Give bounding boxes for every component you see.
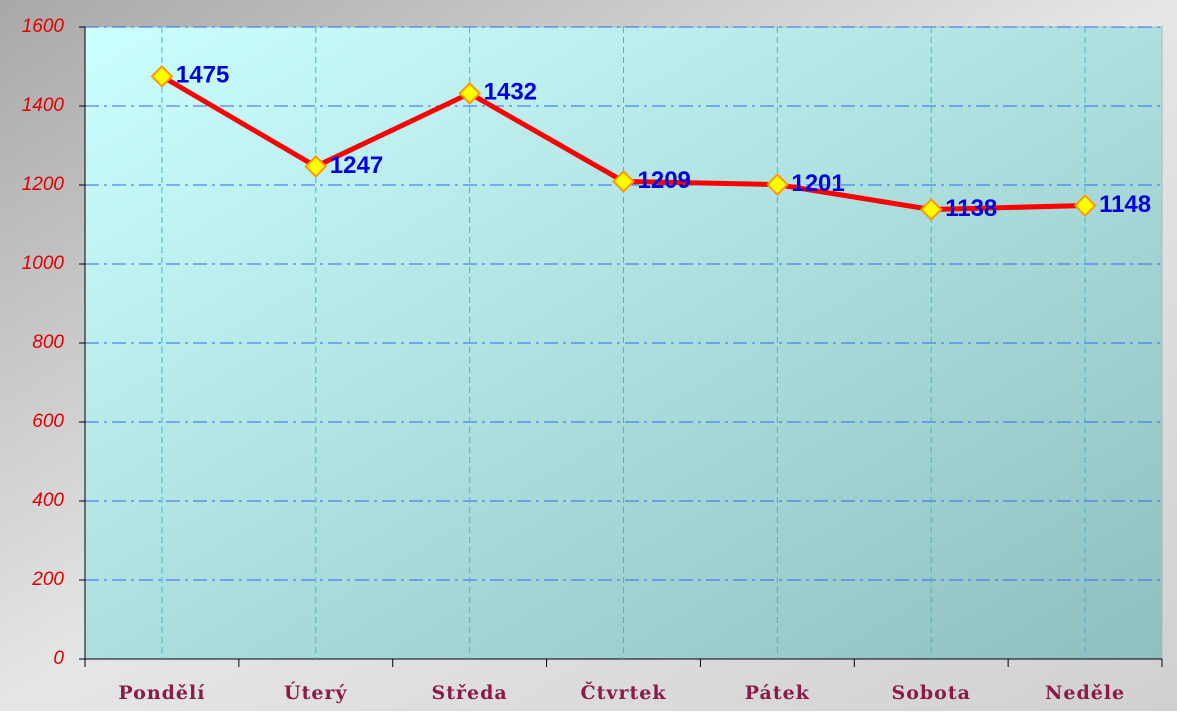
data-label: 1201 (791, 170, 844, 197)
x-tick-label: Úterý (284, 681, 347, 704)
x-tick-label: Sobota (891, 682, 970, 704)
y-tick-label: 1400 (22, 95, 65, 116)
y-tick-label: 600 (32, 411, 64, 432)
x-tick-label: Pondělí (118, 682, 205, 704)
data-label: 1209 (638, 167, 691, 194)
data-label: 1432 (484, 79, 537, 106)
y-tick-label: 0 (53, 648, 64, 669)
y-tick-label: 1000 (22, 253, 65, 274)
marker (919, 198, 943, 221)
data-label: 1148 (1099, 191, 1151, 218)
y-tick-label: 1600 (22, 16, 65, 37)
data-label: 1138 (945, 195, 997, 222)
data-label: 1475 (176, 62, 229, 89)
data-label: 1247 (330, 152, 383, 179)
marker (150, 64, 174, 88)
y-tick-label: 1200 (22, 174, 65, 195)
marker (612, 170, 635, 193)
x-tick-label: Neděle (1045, 682, 1125, 704)
y-tick-label: 400 (32, 490, 64, 511)
x-tick-label: Čtvrtek (581, 681, 667, 704)
x-tick-label: Pátek (745, 682, 810, 704)
y-tick-label: 800 (32, 332, 64, 353)
y-tick-label: 200 (31, 569, 64, 590)
marker (1073, 194, 1097, 217)
marker (765, 173, 789, 197)
x-tick-label: Středa (432, 682, 508, 704)
marker (458, 81, 482, 105)
marker (304, 155, 328, 178)
